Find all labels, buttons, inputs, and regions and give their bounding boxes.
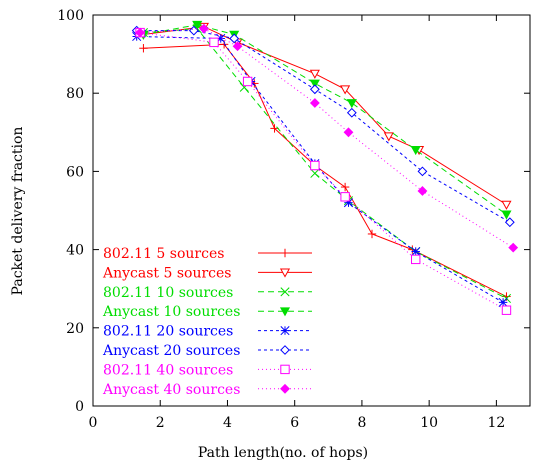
data-point xyxy=(346,99,357,109)
data-point xyxy=(498,297,508,307)
legend-marker xyxy=(280,364,290,375)
legend-label: Anycast 40 sources xyxy=(102,382,240,398)
legend-label: Anycast 10 sources xyxy=(102,304,240,320)
data-point xyxy=(410,146,421,156)
data-point xyxy=(417,186,428,196)
series-8 xyxy=(135,23,519,253)
legend-label: 802.11 5 sources xyxy=(103,246,224,262)
data-point xyxy=(340,85,351,95)
data-point xyxy=(417,166,428,177)
data-point xyxy=(383,132,394,142)
plot-lines xyxy=(131,20,519,315)
x-tick-label: 6 xyxy=(290,415,299,431)
plot-frame xyxy=(92,14,531,407)
data-point xyxy=(209,37,219,48)
y-axis-title: Packet delivery fraction xyxy=(10,127,26,296)
data-point xyxy=(310,168,320,178)
x-tick-label: 2 xyxy=(156,415,165,431)
data-point xyxy=(139,44,148,53)
legend: 802.11 5 sources Anycast 5 sources 802.11 … xyxy=(100,238,315,398)
legend-marker xyxy=(280,326,290,336)
x-axis-title: Path length(no. of hops) xyxy=(198,445,368,461)
data-point xyxy=(411,247,421,257)
y-tick-label: 40 xyxy=(66,243,84,259)
data-point xyxy=(192,20,203,31)
data-point xyxy=(340,182,350,192)
series-line xyxy=(136,30,511,223)
data-point xyxy=(501,210,512,220)
series-line xyxy=(143,24,507,215)
y-tick-label: 80 xyxy=(66,86,84,102)
x-tick-label: 0 xyxy=(89,415,98,431)
legend-marker xyxy=(279,307,291,317)
y-tick-label: 60 xyxy=(66,164,84,180)
data-point xyxy=(242,76,253,87)
data-point xyxy=(309,84,320,95)
data-point xyxy=(309,98,320,108)
legend-marker xyxy=(280,345,290,355)
y-tick-label: 0 xyxy=(75,399,84,415)
data-point xyxy=(309,69,320,79)
legend-label: Anycast 20 sources xyxy=(102,343,240,359)
x-tick-label: 4 xyxy=(223,415,232,431)
legend-label: 802.11 20 sources xyxy=(103,324,233,340)
legend-label: 802.11 10 sources xyxy=(103,285,233,301)
data-point xyxy=(229,33,240,44)
data-point xyxy=(135,27,145,38)
data-point xyxy=(309,79,320,89)
data-point xyxy=(501,200,512,210)
data-point xyxy=(367,229,377,239)
data-point xyxy=(199,23,209,34)
data-point xyxy=(508,242,519,253)
legend-marker xyxy=(280,248,290,258)
legend-marker xyxy=(280,383,290,394)
legend-label: 802.11 40 sources xyxy=(103,362,233,378)
data-point xyxy=(346,107,357,118)
data-point xyxy=(343,127,354,138)
data-point xyxy=(310,160,320,171)
axes xyxy=(92,14,531,407)
data-point xyxy=(504,217,515,228)
legend-label: Anycast 5 sources xyxy=(102,265,231,281)
legend-background xyxy=(100,238,315,398)
legend-marker xyxy=(279,268,291,278)
x-tick-label: 12 xyxy=(487,415,505,431)
x-tick-label: 8 xyxy=(357,415,366,431)
data-point xyxy=(232,41,243,52)
series-6 xyxy=(131,25,515,228)
x-tick-label: 10 xyxy=(420,415,438,431)
data-point xyxy=(501,305,512,315)
y-tick-label: 20 xyxy=(66,321,84,337)
y-tick-label: 100 xyxy=(57,8,84,24)
series-4 xyxy=(138,20,512,220)
legend-marker xyxy=(280,287,290,297)
series-line xyxy=(143,26,507,206)
series-line xyxy=(140,28,514,249)
data-point xyxy=(340,192,350,202)
ticks: 0 2 4 6 8 10 12 0 20 40 60 80 100 xyxy=(57,8,530,431)
data-point xyxy=(411,254,421,265)
